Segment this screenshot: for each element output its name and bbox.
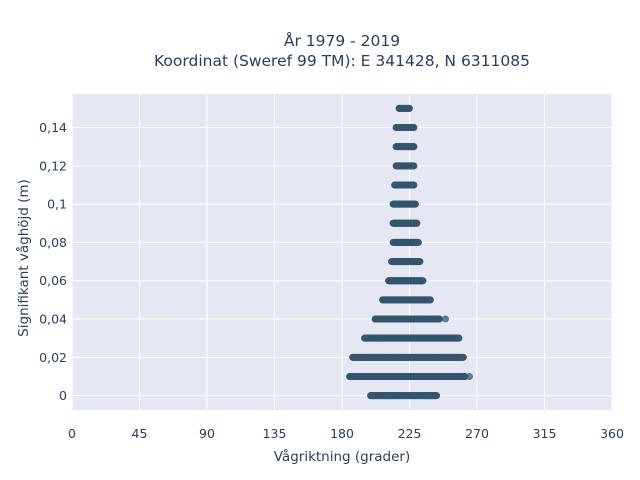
y-tick-label: 0,02	[39, 350, 67, 365]
scatter-point	[406, 104, 413, 112]
scatter-point	[455, 334, 463, 342]
data-points	[346, 104, 473, 400]
x-tick-label: 225	[398, 426, 422, 441]
x-tick-label: 360	[600, 426, 624, 441]
scatter-point	[410, 181, 418, 189]
y-tick-label: 0,1	[47, 197, 67, 212]
x-tick-labels: 0 45 90 135 180 225 270 315 360	[68, 426, 624, 441]
y-tick-label: 0,12	[39, 158, 67, 173]
scatter-point	[410, 162, 418, 170]
chart-title-line2: Koordinat (Sweref 99 TM): E 341428, N 63…	[154, 52, 530, 70]
scatter-point	[442, 315, 449, 323]
scatter-point	[427, 296, 434, 304]
scatter-point	[410, 143, 418, 151]
x-tick-label: 180	[330, 426, 354, 441]
y-tick-label: 0,14	[39, 120, 67, 135]
scatter-point	[412, 200, 419, 208]
scatter-point	[415, 238, 422, 246]
scatter-point	[416, 258, 424, 266]
x-tick-label: 135	[263, 426, 287, 441]
x-tick-label: 270	[465, 426, 489, 441]
x-tick-label: 0	[68, 426, 76, 441]
scatter-point	[433, 392, 440, 400]
x-tick-label: 315	[533, 426, 557, 441]
scatter-point	[460, 353, 467, 361]
scatter-point	[413, 219, 421, 227]
x-axis-title: Vågriktning (grader)	[274, 448, 411, 465]
y-tick-labels: 0 0,02 0,04 0,06 0,08 0,1 0,12 0,14	[39, 120, 67, 403]
y-tick-label: 0,08	[39, 235, 67, 250]
chart-title-line1: År 1979 - 2019	[284, 31, 400, 50]
y-axis-title: Signifikant våghöjd (m)	[15, 179, 32, 337]
scatter-point	[436, 315, 443, 323]
y-tick-label: 0,06	[39, 273, 67, 288]
x-tick-label: 90	[199, 426, 215, 441]
scatter-point	[410, 124, 418, 132]
y-tick-label: 0	[59, 388, 67, 403]
scatter-point	[466, 372, 473, 380]
grid-lines	[71, 94, 613, 410]
scatter-point	[419, 277, 427, 285]
x-tick-label: 45	[132, 426, 148, 441]
y-tick-label: 0,04	[39, 312, 67, 327]
